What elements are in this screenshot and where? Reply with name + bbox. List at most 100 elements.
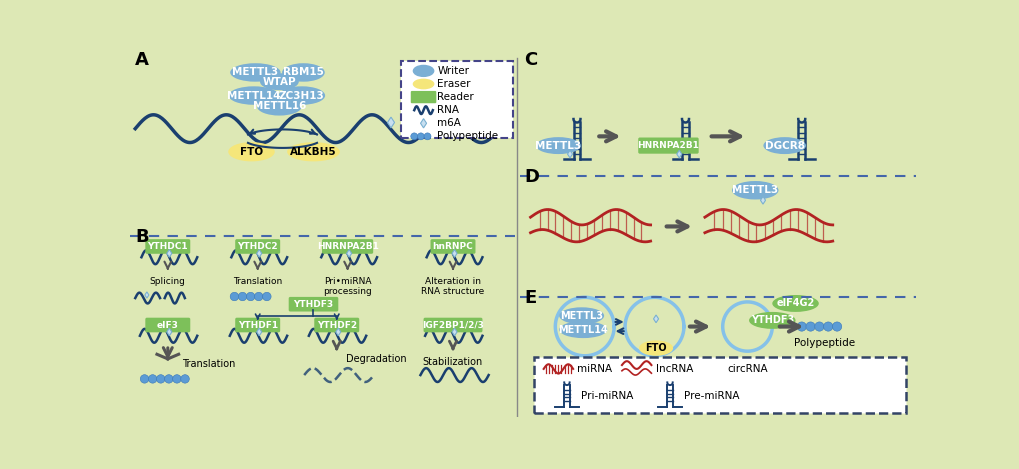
Text: Alteration in
RNA structure: Alteration in RNA structure [421, 277, 484, 296]
Circle shape [172, 375, 181, 383]
Text: D: D [524, 168, 539, 186]
Text: METTL3: METTL3 [732, 185, 777, 195]
Text: circRNA: circRNA [727, 364, 767, 374]
Text: m6A: m6A [437, 118, 461, 128]
Circle shape [230, 292, 238, 301]
Text: FTO: FTO [239, 147, 263, 157]
Circle shape [148, 375, 157, 383]
FancyBboxPatch shape [145, 239, 191, 254]
Ellipse shape [558, 307, 603, 324]
Ellipse shape [228, 86, 279, 105]
FancyBboxPatch shape [430, 239, 475, 254]
Text: B: B [136, 228, 149, 246]
Text: HNRNPA2B1: HNRNPA2B1 [316, 242, 378, 251]
Text: Translation: Translation [233, 277, 282, 286]
Ellipse shape [278, 86, 325, 105]
Text: YTHDC1: YTHDC1 [148, 242, 187, 251]
Text: DGCR8: DGCR8 [764, 141, 804, 151]
Ellipse shape [535, 137, 580, 154]
Text: WTAP: WTAP [262, 77, 296, 87]
Text: YTHDF1: YTHDF1 [237, 320, 277, 330]
Text: ZC3H13: ZC3H13 [279, 91, 324, 100]
Text: Pri•miRNA
processing: Pri•miRNA processing [323, 277, 372, 296]
Polygon shape [760, 197, 765, 204]
Text: ALKBH5: ALKBH5 [289, 147, 336, 157]
Text: YTHDF2: YTHDF2 [316, 320, 357, 330]
Text: hnRNPC: hnRNPC [432, 242, 473, 251]
Text: Eraser: Eraser [437, 79, 471, 89]
Circle shape [424, 133, 431, 140]
Polygon shape [346, 250, 352, 257]
FancyBboxPatch shape [235, 239, 280, 254]
Text: Splicing: Splicing [150, 277, 185, 286]
Ellipse shape [257, 97, 302, 115]
Text: eIF4G2: eIF4G2 [775, 298, 814, 309]
Text: YTHDF3: YTHDF3 [293, 300, 333, 309]
FancyBboxPatch shape [288, 297, 338, 311]
Ellipse shape [558, 321, 606, 338]
Text: HNRNPA2B1: HNRNPA2B1 [637, 141, 699, 150]
Circle shape [814, 322, 823, 331]
Ellipse shape [282, 63, 324, 82]
Circle shape [254, 292, 263, 301]
Circle shape [238, 292, 247, 301]
Ellipse shape [762, 137, 805, 154]
Text: Polypeptide: Polypeptide [437, 131, 498, 141]
FancyBboxPatch shape [423, 318, 482, 333]
Text: Writer: Writer [437, 66, 469, 76]
Ellipse shape [413, 65, 434, 77]
Text: E: E [524, 289, 536, 308]
Circle shape [141, 375, 149, 383]
FancyBboxPatch shape [314, 318, 359, 333]
Ellipse shape [260, 73, 299, 90]
FancyBboxPatch shape [534, 357, 906, 413]
FancyBboxPatch shape [638, 137, 698, 154]
Text: METTL16: METTL16 [253, 101, 306, 111]
Text: C: C [524, 51, 537, 69]
Circle shape [796, 322, 806, 331]
Text: Pre-miRNA: Pre-miRNA [684, 391, 739, 401]
Text: RBM15: RBM15 [282, 68, 324, 77]
Polygon shape [567, 150, 572, 158]
Polygon shape [677, 150, 681, 158]
Ellipse shape [638, 340, 673, 356]
Polygon shape [167, 328, 171, 336]
Polygon shape [653, 315, 658, 323]
Text: lncRNA: lncRNA [655, 364, 693, 374]
Text: YTHDC2: YTHDC2 [237, 242, 278, 251]
Polygon shape [451, 250, 457, 257]
Circle shape [262, 292, 271, 301]
Ellipse shape [287, 142, 339, 161]
Ellipse shape [748, 312, 795, 329]
Circle shape [832, 322, 841, 331]
Text: RNA: RNA [437, 105, 459, 115]
Polygon shape [387, 117, 394, 128]
Ellipse shape [732, 181, 777, 199]
Text: Polypeptide: Polypeptide [794, 339, 855, 348]
FancyBboxPatch shape [400, 61, 513, 138]
Circle shape [805, 322, 814, 331]
Circle shape [180, 375, 190, 383]
Polygon shape [451, 328, 457, 336]
Polygon shape [167, 250, 171, 257]
Circle shape [411, 133, 418, 140]
Circle shape [247, 292, 255, 301]
Ellipse shape [230, 63, 280, 82]
Polygon shape [420, 119, 426, 128]
Text: Degradation: Degradation [345, 354, 407, 364]
FancyBboxPatch shape [322, 239, 373, 254]
Ellipse shape [228, 142, 274, 161]
Text: YTHDF3: YTHDF3 [750, 315, 793, 325]
FancyBboxPatch shape [145, 318, 191, 333]
Polygon shape [335, 328, 340, 336]
Text: Translation: Translation [181, 358, 235, 369]
Text: Pri-miRNA: Pri-miRNA [580, 391, 633, 401]
FancyBboxPatch shape [235, 318, 280, 333]
Circle shape [822, 322, 833, 331]
Text: METTL14: METTL14 [227, 91, 280, 100]
Circle shape [164, 375, 173, 383]
Text: IGF2BP1/2/3: IGF2BP1/2/3 [422, 320, 483, 330]
Text: A: A [136, 51, 149, 69]
Circle shape [417, 133, 424, 140]
Text: METTL3: METTL3 [559, 311, 602, 321]
